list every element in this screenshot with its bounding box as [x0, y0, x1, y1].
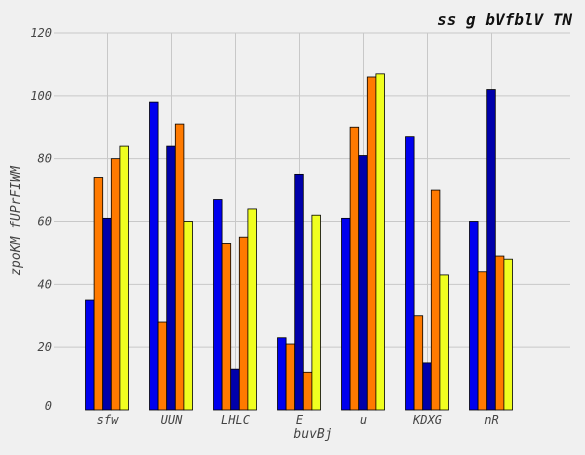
- x-tick-label: E: [296, 413, 304, 427]
- bar: [439, 274, 449, 411]
- bar: [157, 321, 168, 411]
- chart-title: ss g bVfblV TN: [437, 10, 572, 29]
- bar: [230, 368, 240, 411]
- y-tick-label: 100: [30, 89, 52, 103]
- bar: [349, 126, 360, 411]
- x-tick-label: u: [360, 413, 367, 427]
- bar: [430, 189, 441, 411]
- bar: [149, 101, 159, 411]
- bar: [366, 76, 377, 411]
- x-tick-label: KDXG: [412, 413, 442, 427]
- bar: [341, 217, 351, 411]
- bar: [469, 221, 479, 411]
- bar: [119, 145, 129, 411]
- bar: [174, 123, 185, 411]
- bar: [221, 243, 232, 411]
- bar: [183, 221, 193, 411]
- y-tick-label: 120: [30, 26, 52, 40]
- x-axis-label: buvBj: [293, 427, 332, 442]
- y-tick-label: 60: [38, 215, 52, 229]
- bar: [85, 299, 95, 411]
- bar: [486, 89, 496, 411]
- bar: [405, 136, 415, 411]
- x-tick-label: UUN: [161, 413, 183, 427]
- x-tick-label: nR: [484, 413, 498, 427]
- bar: [166, 145, 176, 411]
- y-tick-label: 40: [38, 277, 52, 291]
- y-tick-labels: 0 20 40 60 80 100 120: [30, 26, 52, 413]
- bar: [238, 236, 249, 411]
- bar: [102, 217, 112, 411]
- bar: [277, 337, 287, 411]
- bar: [213, 199, 223, 411]
- bar: [503, 258, 513, 411]
- bar: [311, 214, 321, 411]
- bars-group: [85, 73, 513, 411]
- bar: [477, 271, 488, 411]
- bar: [110, 158, 121, 411]
- bar: [294, 173, 304, 411]
- bar: [375, 73, 385, 411]
- bar: [494, 255, 505, 411]
- y-tick-label: 0: [45, 399, 52, 413]
- bar: [422, 362, 432, 411]
- bar: [413, 315, 424, 411]
- y-tick-label: 80: [38, 152, 52, 166]
- bar: [285, 343, 296, 411]
- y-tick-label: 20: [38, 340, 52, 354]
- bar: [247, 208, 257, 411]
- x-tick-label: LHLC: [221, 413, 251, 427]
- y-axis-label: zpoKM fUPrFIWM: [9, 165, 24, 276]
- bar: [358, 155, 368, 411]
- x-tick-label: sfw: [97, 413, 119, 427]
- bar: [93, 177, 104, 411]
- bar: [302, 371, 313, 411]
